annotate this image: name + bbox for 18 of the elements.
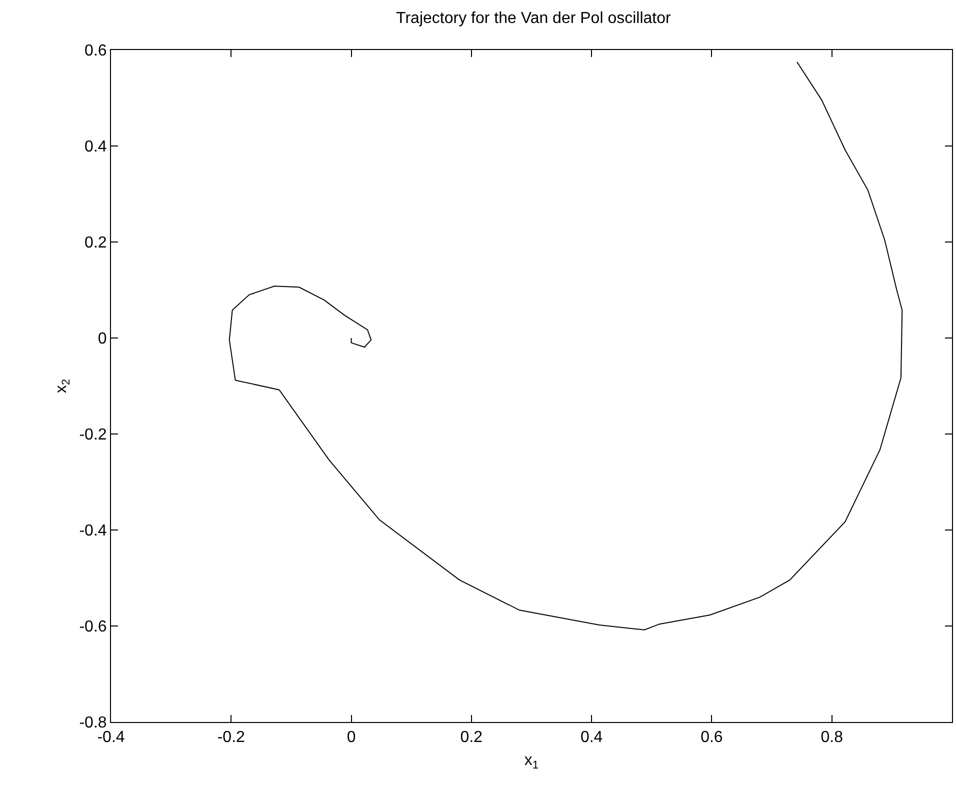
y-tick-label: 0.2	[84, 234, 107, 252]
y-tick-label: -0.4	[79, 522, 107, 540]
y-tick-label: 0.4	[84, 138, 107, 156]
x-tick-label: 0.6	[700, 729, 723, 746]
x-tick-label: 0.4	[580, 729, 603, 746]
y-tick-label: 0.6	[84, 42, 107, 60]
x-tick-label: 0	[346, 729, 356, 746]
y-tick-label: 0	[98, 330, 107, 348]
x-tick-label: -0.2	[217, 729, 246, 746]
y-tick-label: -0.6	[79, 618, 107, 636]
chart-title: Trajectory for the Van der Pol oscillator	[396, 10, 672, 28]
y-tick-label: -0.8	[79, 714, 107, 732]
x-tick-label: 0.8	[820, 729, 844, 746]
x-axis-title: x$_{1}$	[524, 752, 539, 772]
x-tick-label: 0.2	[460, 729, 483, 746]
y-tick-label: -0.2	[79, 426, 107, 444]
line-series	[228, 62, 903, 630]
x-tick-label: -0.4	[97, 729, 125, 746]
